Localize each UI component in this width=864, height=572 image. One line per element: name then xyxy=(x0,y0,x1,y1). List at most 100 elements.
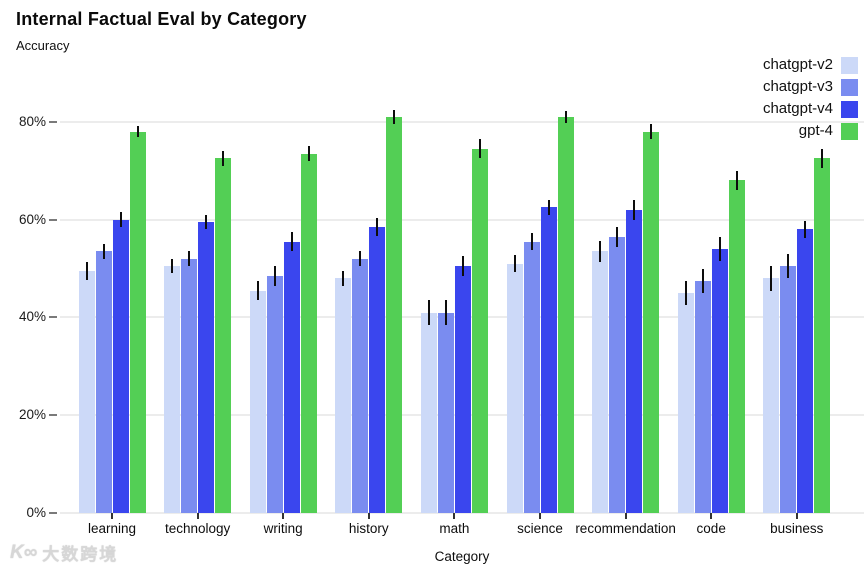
y-tick-label: 0% xyxy=(26,505,46,520)
errorbar-history-chatgpt-v3 xyxy=(359,251,362,267)
bar-history-chatgpt-v4 xyxy=(369,226,386,513)
x-tick-technology xyxy=(196,513,199,519)
bar-math-chatgpt-v3 xyxy=(437,312,454,513)
x-tick-label-math: math xyxy=(439,521,470,536)
y-tick-mark xyxy=(49,512,57,514)
bar-business-chatgpt-v3 xyxy=(780,266,797,513)
x-tick-math xyxy=(453,513,456,519)
errorbar-history-chatgpt-v2 xyxy=(342,270,345,286)
errorbar-code-chatgpt-v4 xyxy=(718,236,721,262)
errorbar-recommendation-chatgpt-v4 xyxy=(633,200,636,220)
x-tick-label-writing: writing xyxy=(263,521,303,536)
bar-history-chatgpt-v3 xyxy=(352,258,369,513)
legend: chatgpt-v2 chatgpt-v3 chatgpt-v4 gpt-4 xyxy=(763,56,858,144)
legend-label: chatgpt-v4 xyxy=(762,100,833,117)
x-tick-label-recommendation: recommendation xyxy=(575,521,676,536)
legend-label: chatgpt-v3 xyxy=(762,78,833,95)
bar-recommendation-gpt-4 xyxy=(643,131,660,513)
bar-code-chatgpt-v4 xyxy=(711,248,728,513)
bar-business-gpt-4 xyxy=(814,158,831,513)
x-tick-history xyxy=(367,513,370,519)
errorbar-recommendation-chatgpt-v3 xyxy=(616,226,619,247)
errorbar-business-gpt-4 xyxy=(821,148,824,169)
bar-science-chatgpt-v2 xyxy=(506,263,523,513)
bar-learning-chatgpt-v4 xyxy=(112,219,129,513)
chart-title: Internal Factual Eval by Category xyxy=(16,9,307,29)
y-tick-mark xyxy=(49,414,57,417)
errorbar-recommendation-gpt-4 xyxy=(650,124,653,139)
errorbar-business-chatgpt-v3 xyxy=(787,253,790,279)
bar-code-chatgpt-v2 xyxy=(677,292,694,513)
legend-swatch-chatgpt-v2 xyxy=(841,56,858,74)
bar-business-chatgpt-v4 xyxy=(797,229,814,513)
bar-math-chatgpt-v2 xyxy=(420,312,437,513)
y-tick-label: 40% xyxy=(18,309,46,325)
x-tick-recommendation xyxy=(624,513,627,519)
gridline-80pct xyxy=(60,120,864,123)
x-tick-label-science: science xyxy=(517,521,563,536)
errorbar-business-chatgpt-v4 xyxy=(804,220,807,239)
bar-math-gpt-4 xyxy=(471,148,488,513)
errorbar-writing-chatgpt-v3 xyxy=(273,266,276,286)
x-tick-writing xyxy=(282,513,285,519)
errorbar-science-chatgpt-v2 xyxy=(513,254,516,273)
errorbar-code-chatgpt-v2 xyxy=(684,280,687,306)
errorbar-learning-chatgpt-v2 xyxy=(85,262,88,280)
errorbar-science-gpt-4 xyxy=(564,111,567,123)
errorbar-math-chatgpt-v3 xyxy=(444,300,447,325)
errorbar-history-gpt-4 xyxy=(393,109,396,125)
bar-writing-gpt-4 xyxy=(300,153,317,513)
legend-swatch-chatgpt-v3 xyxy=(841,78,858,96)
bar-recommendation-chatgpt-v4 xyxy=(626,209,643,513)
bar-writing-chatgpt-v3 xyxy=(266,275,283,513)
bar-code-chatgpt-v3 xyxy=(694,280,711,513)
legend-item-chatgpt-v4: chatgpt-v4 xyxy=(763,100,858,118)
x-tick-science xyxy=(539,513,541,519)
x-tick-label-business: business xyxy=(770,521,824,536)
legend-item-gpt-4: gpt-4 xyxy=(763,122,858,140)
gridline-0pct xyxy=(60,512,864,514)
bar-history-chatgpt-v2 xyxy=(335,278,352,513)
bar-writing-chatgpt-v2 xyxy=(249,290,266,513)
x-tick-learning xyxy=(111,513,113,519)
errorbar-learning-chatgpt-v4 xyxy=(119,212,122,227)
y-tick-label: 20% xyxy=(18,407,46,423)
plot-area xyxy=(60,0,864,514)
bar-technology-chatgpt-v2 xyxy=(164,266,181,513)
gridline-60pct xyxy=(60,218,864,221)
watermark-text: 大数跨境 xyxy=(42,545,119,564)
bar-learning-chatgpt-v3 xyxy=(95,251,112,513)
legend-swatch-chatgpt-v4 xyxy=(841,100,858,118)
watermark-logo-icon: K∞ xyxy=(10,541,38,563)
bar-science-gpt-4 xyxy=(557,116,574,513)
errorbar-technology-chatgpt-v4 xyxy=(205,214,208,230)
errorbar-science-chatgpt-v3 xyxy=(530,232,533,251)
errorbar-writing-gpt-4 xyxy=(307,146,310,161)
bar-learning-chatgpt-v2 xyxy=(78,270,95,513)
y-axis-title: Accuracy xyxy=(16,38,70,53)
errorbar-history-chatgpt-v4 xyxy=(376,218,379,236)
bar-business-chatgpt-v2 xyxy=(763,278,780,513)
x-tick-label-technology: technology xyxy=(164,521,231,536)
y-tick-label: 80% xyxy=(18,113,46,129)
errorbar-writing-chatgpt-v4 xyxy=(290,231,293,252)
legend-item-chatgpt-v2: chatgpt-v2 xyxy=(763,56,858,74)
y-tick-mark xyxy=(49,120,57,123)
errorbar-learning-chatgpt-v3 xyxy=(102,244,105,259)
y-tick-mark xyxy=(49,316,57,319)
errorbar-math-chatgpt-v2 xyxy=(427,300,430,325)
errorbar-technology-chatgpt-v3 xyxy=(188,251,191,267)
x-tick-code xyxy=(710,513,713,519)
legend-label: chatgpt-v2 xyxy=(762,56,833,73)
errorbar-code-gpt-4 xyxy=(735,170,738,191)
bar-math-chatgpt-v4 xyxy=(454,266,471,513)
x-axis-title: Category xyxy=(434,549,490,564)
bar-recommendation-chatgpt-v2 xyxy=(592,251,609,513)
errorbar-code-chatgpt-v3 xyxy=(701,268,704,293)
legend-item-chatgpt-v3: chatgpt-v3 xyxy=(763,78,858,96)
legend-label: gpt-4 xyxy=(798,122,833,139)
bar-science-chatgpt-v3 xyxy=(523,241,540,513)
errorbar-math-gpt-4 xyxy=(478,138,481,159)
legend-swatch-gpt-4 xyxy=(841,122,858,140)
